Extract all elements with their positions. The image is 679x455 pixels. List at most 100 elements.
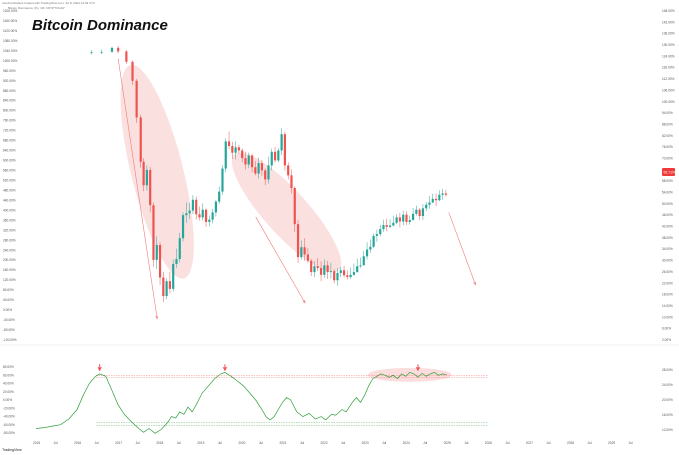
- osc-y-tick-left: 60.00%: [3, 373, 14, 377]
- y-tick-right: 30.00%: [662, 259, 673, 263]
- trend-arrow-2017-head: [155, 315, 159, 320]
- x-tick: 2020: [238, 441, 245, 445]
- candle-body: [267, 165, 270, 180]
- x-tick: Jul: [587, 441, 591, 445]
- candle-body: [431, 198, 434, 203]
- y-tick-left: 1120.00%: [3, 29, 17, 33]
- candle-body: [313, 266, 316, 273]
- y-tick-right: 142.00%: [662, 20, 675, 24]
- candle-body: [117, 47, 120, 52]
- x-tick: 2026: [485, 441, 492, 445]
- x-tick: Jul: [423, 441, 427, 445]
- y-tick-right: 54.00%: [662, 191, 673, 195]
- y-tick-left: 920.00%: [3, 79, 16, 83]
- candle-body: [178, 238, 181, 259]
- y-tick-left: 160.00%: [3, 268, 16, 272]
- candle-body: [425, 204, 428, 209]
- x-tick: Jul: [54, 441, 58, 445]
- x-tick: 2016: [74, 441, 81, 445]
- trend-arrow-2017: [117, 58, 158, 319]
- candle-body: [185, 213, 188, 216]
- candle-body: [175, 258, 178, 264]
- candle-body: [211, 212, 214, 220]
- candle-body: [257, 163, 260, 174]
- y-tick-left: 360.00%: [3, 218, 16, 222]
- trend-arrow-2021-head: [302, 299, 306, 304]
- y-tick-right: 14.00%: [662, 304, 673, 308]
- candles-layer: [90, 45, 448, 302]
- y-tick-left: 840.00%: [3, 99, 16, 103]
- x-tick: Jul: [546, 441, 550, 445]
- y-tick-right: 112.00%: [662, 77, 675, 81]
- y-tick-left: 560.00%: [3, 169, 16, 173]
- candle-body: [290, 175, 293, 188]
- candle-body: [408, 220, 411, 222]
- y-tick-left: 640.00%: [3, 149, 16, 153]
- y-tick-left: -40.00%: [3, 318, 15, 322]
- y-tick-left: 400.00%: [3, 208, 16, 212]
- y-tick-left: 440.00%: [3, 198, 16, 202]
- y-tick-right: 100.00%: [662, 100, 675, 104]
- osc-y-tick-left: 0.00%: [3, 398, 12, 402]
- x-tick: Jul: [136, 441, 140, 445]
- candle-body: [234, 147, 237, 153]
- y-tick-left: 120.00%: [3, 278, 16, 282]
- y-tick-left: 1200.00%: [3, 9, 18, 13]
- y-tick-left: 1040.00%: [3, 49, 18, 53]
- y-tick-right: 50.00%: [662, 202, 673, 206]
- brand-logo: TradingView: [2, 448, 22, 452]
- candle-body: [441, 193, 444, 195]
- y-tick-right: 70.00%: [662, 156, 673, 160]
- candle-body: [379, 229, 382, 235]
- candle-body: [303, 247, 306, 255]
- candle-body: [277, 150, 280, 161]
- candle-body: [339, 270, 342, 274]
- y-tick-left: 1000.00%: [3, 59, 18, 63]
- y-tick-left: -120.00%: [3, 338, 17, 342]
- y-tick-right: 26.00%: [662, 270, 673, 274]
- candle-body: [172, 263, 175, 289]
- y-tick-left: 800.00%: [3, 109, 16, 113]
- candle-body: [125, 51, 128, 62]
- y-tick-left: 1080.00%: [3, 39, 18, 43]
- last-price-tag: [662, 168, 675, 176]
- y-tick-right: 148.00%: [662, 9, 675, 13]
- y-tick-left: 520.00%: [3, 178, 16, 182]
- candle-body: [100, 51, 103, 53]
- signal-arrow-icon: [222, 367, 228, 372]
- y-tick-left: 240.00%: [3, 248, 16, 252]
- candle-body: [382, 225, 385, 230]
- candle-body: [135, 80, 138, 118]
- y-tick-right: 6.00%: [662, 327, 671, 331]
- candle-body: [241, 150, 244, 159]
- candle-body: [398, 217, 402, 222]
- x-tick: 2021: [279, 441, 286, 445]
- x-tick: 2025: [444, 441, 451, 445]
- y-tick-right: 10.00%: [662, 315, 673, 319]
- osc-y-tick-left: 20.00%: [3, 390, 14, 394]
- x-tick: 2027: [526, 441, 533, 445]
- y-tick-left: 1160.00%: [3, 19, 17, 23]
- y-tick-right: 76.00%: [662, 145, 673, 149]
- trend-arrows: [117, 58, 476, 320]
- candle-body: [346, 275, 349, 278]
- oscillator-panel: [35, 364, 488, 434]
- candle-body: [208, 219, 211, 222]
- y-tick-left: 320.00%: [3, 228, 16, 232]
- x-tick: 2023: [362, 441, 369, 445]
- candle-body: [231, 145, 234, 153]
- candle-body: [415, 209, 418, 214]
- candle-body: [316, 266, 319, 269]
- y-tick-left: 720.00%: [3, 129, 16, 133]
- candle-body: [365, 249, 369, 257]
- chart-title: Bitcoin Dominance: [32, 17, 168, 34]
- candle-body: [405, 214, 408, 222]
- candle-body: [359, 265, 362, 267]
- x-tick: Jul: [629, 441, 633, 445]
- candle-body: [392, 222, 395, 226]
- candle-body: [287, 165, 290, 176]
- osc-y-tick-left: -40.00%: [3, 415, 15, 419]
- osc-y-tick-right: 24.00%: [662, 383, 673, 387]
- candle-body: [342, 270, 346, 276]
- osc-y-tick-left: 40.00%: [3, 382, 14, 386]
